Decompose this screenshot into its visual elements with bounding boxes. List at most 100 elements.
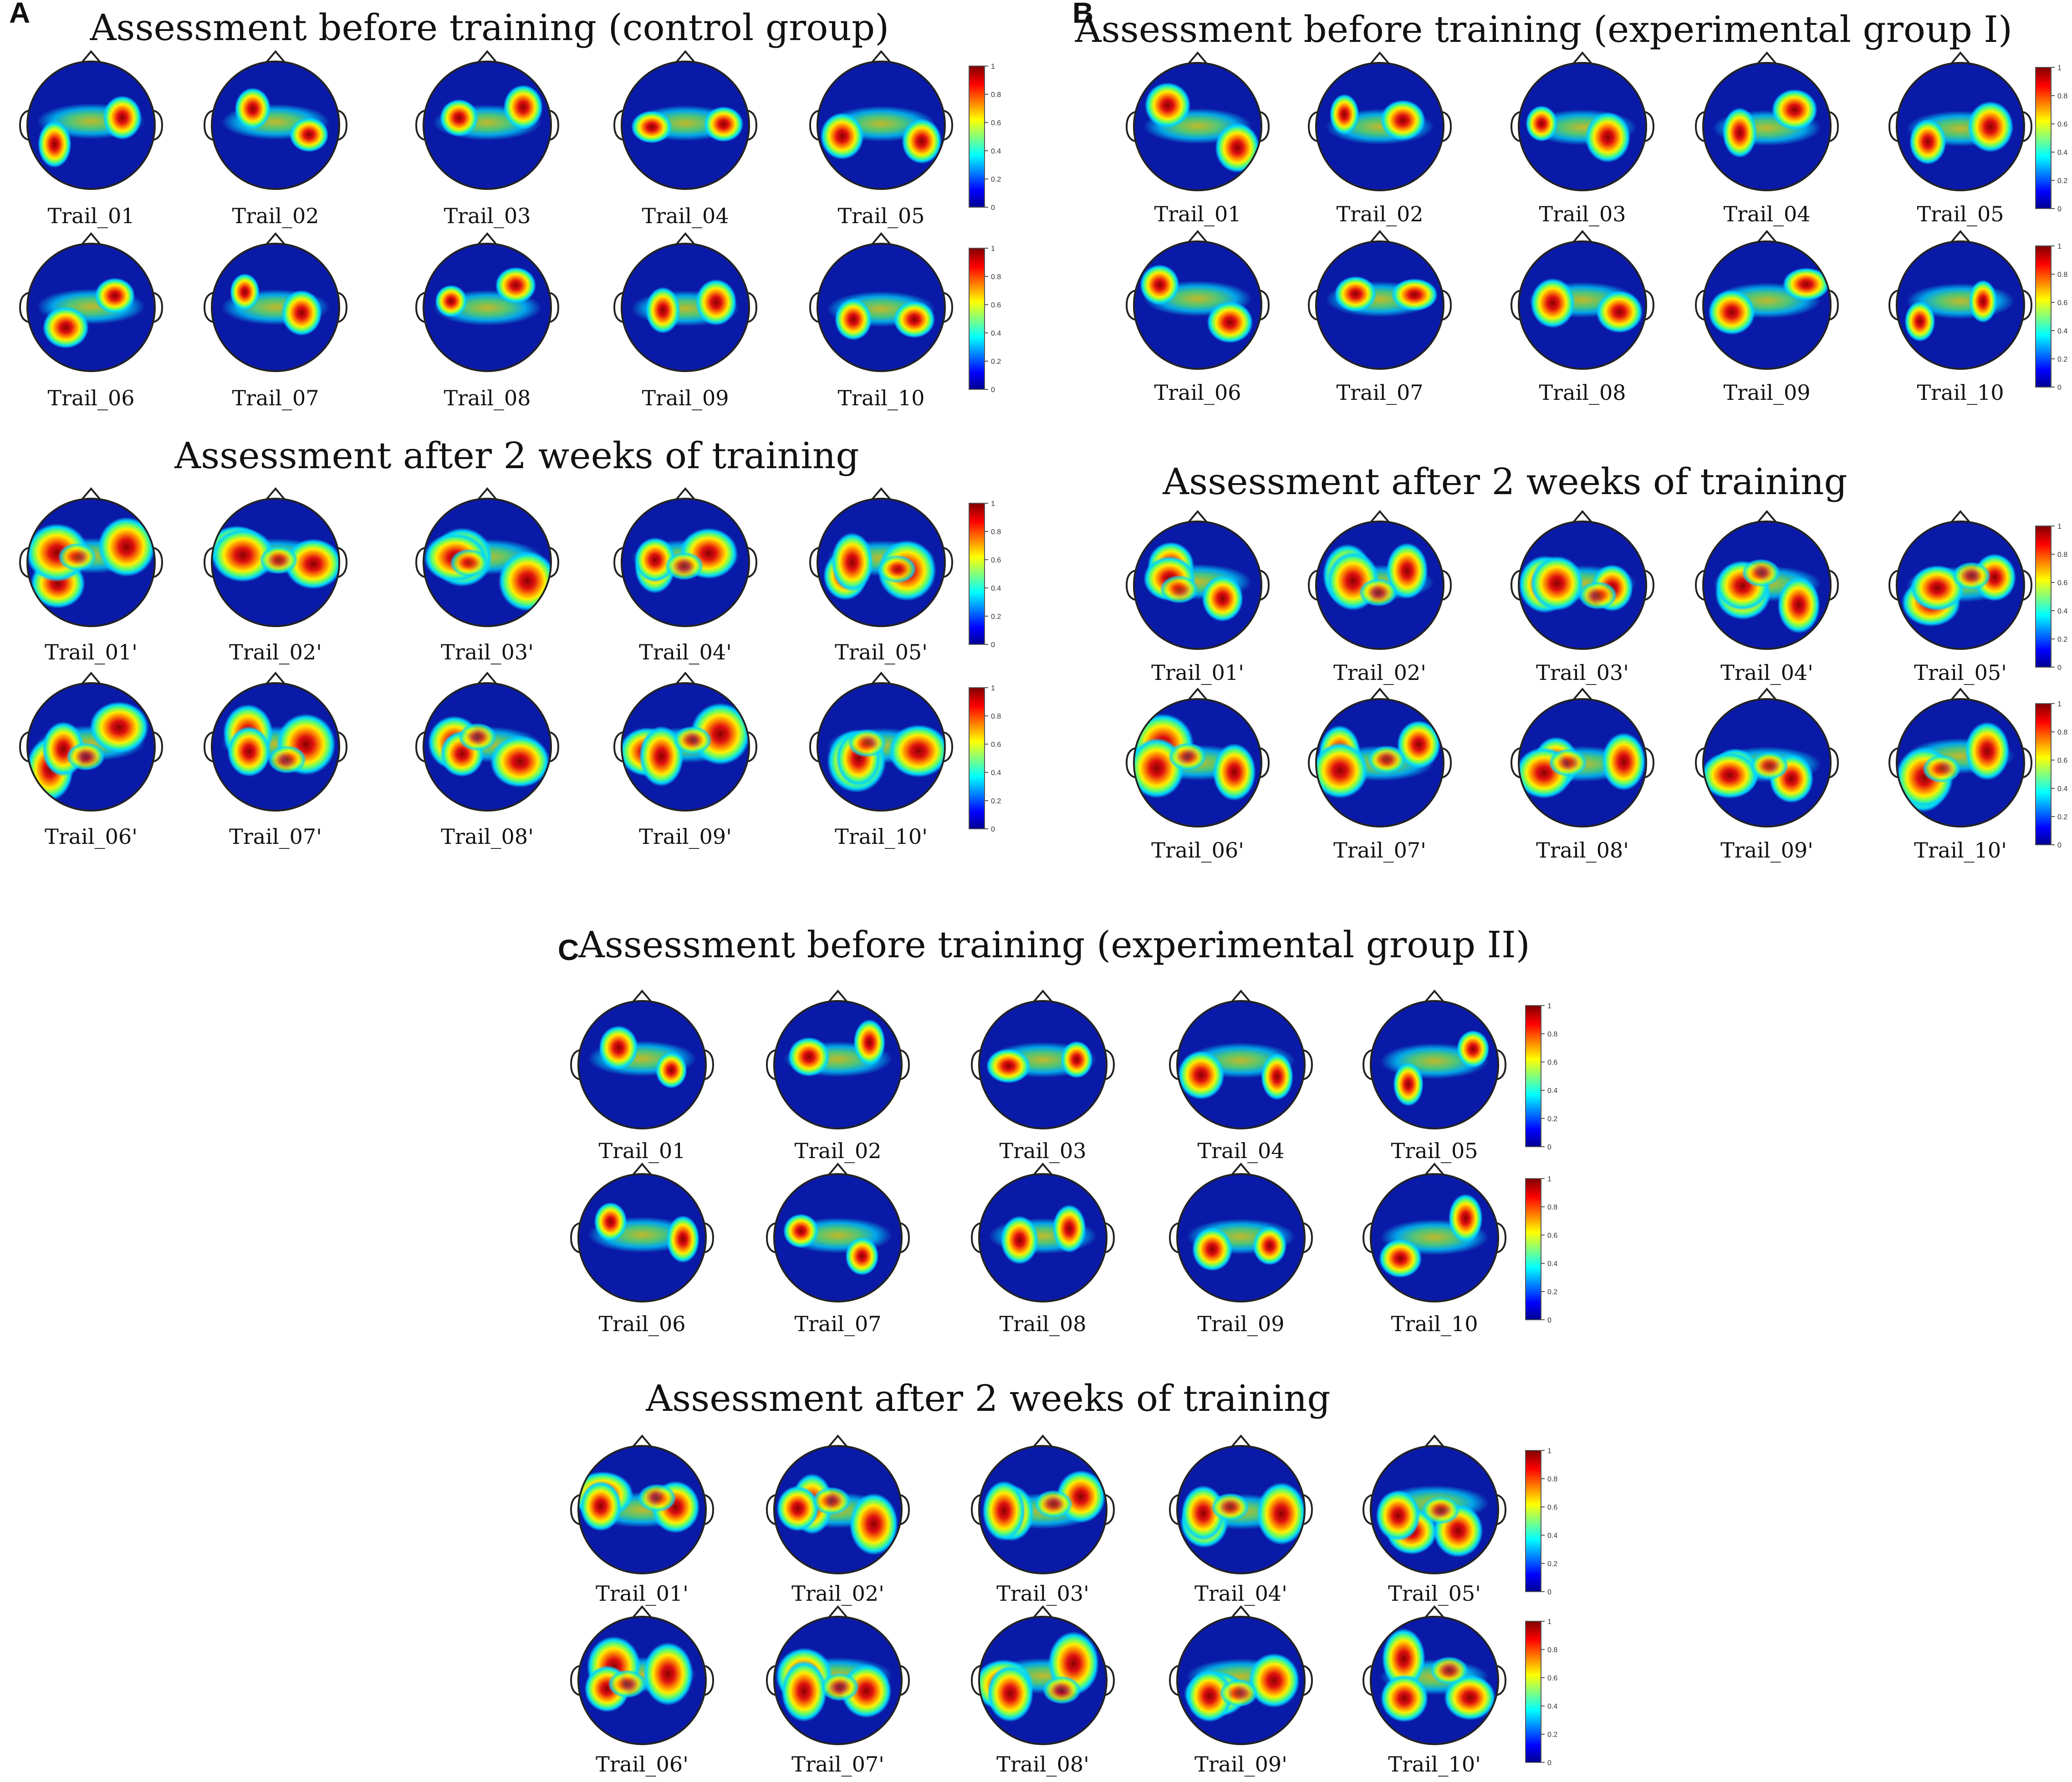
ear-left: [415, 110, 425, 141]
activation-hotspot: [849, 1493, 898, 1555]
nose: [476, 487, 498, 501]
topo-map: [1888, 51, 2033, 191]
nose: [827, 1434, 849, 1449]
colorbar-tick-label: 0.2: [1547, 1731, 1557, 1739]
ear-right: [1645, 747, 1655, 778]
head-outline: [978, 1000, 1107, 1129]
ear-right: [1260, 111, 1270, 142]
nose: [1369, 510, 1391, 524]
activation-hotspot: [458, 723, 497, 751]
nose: [674, 232, 696, 246]
nose: [1230, 989, 1252, 1004]
nose: [1230, 1162, 1252, 1177]
topo-map: [1125, 230, 1270, 370]
trial-label: Trail_04': [1720, 660, 1813, 685]
ear-left: [1169, 1494, 1179, 1525]
topo-map: [970, 989, 1115, 1129]
colorbar-tick-label: 0.4: [1547, 1703, 1557, 1711]
activation-hotspot: [1061, 1041, 1093, 1078]
ear-right: [1829, 747, 1839, 778]
nose: [870, 50, 892, 64]
colorbar-tick-label: 0.4: [1547, 1532, 1557, 1540]
colorbar-gradient: [969, 66, 985, 208]
head-outline: [1518, 240, 1647, 370]
trial-label: Trail_08': [996, 1752, 1089, 1777]
colorbar-tick-label: 0.8: [991, 91, 1001, 99]
ear-right: [1645, 290, 1655, 321]
topo-map: [1169, 1162, 1313, 1302]
activation-hotspot: [495, 267, 536, 304]
activation-hotspot: [580, 1481, 622, 1532]
activation-hotspot: [1052, 1205, 1086, 1253]
activation-hotspot: [1722, 107, 1757, 158]
ear-left: [1694, 290, 1705, 321]
topo-map: [1510, 230, 1655, 370]
colorbar-tick-label: 0.8: [1547, 1204, 1557, 1211]
head-outline: [1896, 698, 2025, 827]
colorbar-tick-label: 0.8: [2057, 551, 2067, 559]
activation-hotspot: [704, 106, 744, 142]
nose: [1032, 1162, 1054, 1177]
ear-right: [704, 1494, 714, 1525]
head-outline: [978, 1616, 1107, 1745]
nose: [1187, 51, 1209, 66]
colorbar-tick-label: 0.8: [2057, 729, 2067, 736]
ear-left: [415, 731, 425, 762]
head-outline: [26, 243, 156, 372]
ear-right: [2023, 290, 2033, 321]
activation-hotspot: [982, 1481, 1026, 1541]
trial-label: Trail_07': [1333, 838, 1426, 863]
topo-map: [970, 1605, 1115, 1745]
colorbar-tick-label: 0.4: [2057, 608, 2067, 615]
nose: [870, 671, 892, 686]
activation-hotspot: [638, 1484, 676, 1512]
head-outline: [423, 498, 552, 627]
activation-hotspot: [902, 118, 942, 164]
ear-right: [338, 110, 348, 141]
colorbar-tick-label: 1: [2057, 523, 2062, 531]
activation-hotspot: [1248, 1653, 1300, 1708]
activation-hotspot: [1034, 1490, 1073, 1518]
head-outline: [1176, 1445, 1306, 1574]
head-outline: [817, 682, 946, 812]
nose: [1950, 230, 1971, 244]
ear-left: [1510, 290, 1520, 321]
ear-left: [1125, 111, 1135, 142]
colorbar-gradient: [1525, 1450, 1541, 1592]
nose: [674, 487, 696, 501]
head-outline: [1370, 1445, 1499, 1574]
ear-right: [1260, 570, 1270, 601]
colorbar-tick-label: 0.6: [1547, 1232, 1557, 1240]
colorbar-tick-label: 0.2: [1547, 1288, 1557, 1296]
head-outline: [1315, 62, 1444, 191]
ear-left: [1307, 747, 1317, 778]
activation-hotspot: [599, 1025, 638, 1070]
trial-label: Trail_08: [444, 386, 531, 410]
activation-hotspot: [94, 278, 135, 314]
ear-left: [1362, 1049, 1372, 1080]
trial-label: Trail_05': [1388, 1581, 1481, 1606]
ear-left: [570, 1494, 580, 1525]
ear-left: [1362, 1665, 1372, 1696]
topo-map: [1694, 51, 1839, 191]
topo-map: [766, 1162, 910, 1302]
nose: [631, 1605, 653, 1619]
colorbar-tick-label: 0.8: [2057, 92, 2067, 100]
nose: [827, 1605, 849, 1619]
nose: [265, 50, 286, 64]
head-outline: [1702, 240, 1832, 370]
activation-hotspot: [1215, 123, 1260, 173]
colorbar-tick-label: 0.4: [991, 148, 1001, 155]
nose: [80, 487, 102, 501]
colorbar-tick-label: 1: [2057, 64, 2062, 72]
activation-hotspot: [42, 306, 89, 349]
head-outline: [211, 243, 340, 372]
ear-left: [1169, 1222, 1179, 1253]
trial-label: Trail_02': [229, 640, 322, 664]
colorbar-gradient: [969, 687, 985, 829]
activation-hotspot: [655, 1052, 687, 1088]
trial-label: Trail_10': [835, 824, 928, 849]
head-outline: [1518, 62, 1647, 191]
colorbar-tick-label: 0.2: [2057, 177, 2067, 185]
trial-label: Trail_03': [996, 1581, 1089, 1606]
